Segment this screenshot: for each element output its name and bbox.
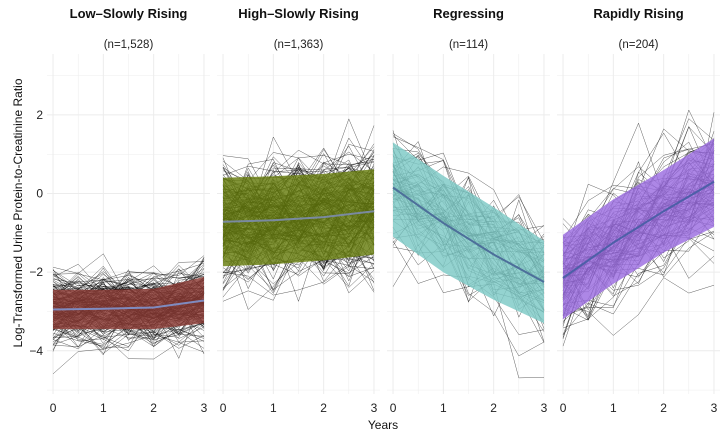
trajectory-trace bbox=[222, 252, 375, 296]
panel-title: High–Slowly Rising bbox=[238, 6, 359, 21]
x-tick-label: 2 bbox=[660, 401, 667, 415]
y-tick-label: 0 bbox=[36, 187, 43, 201]
panel-1: Low–Slowly Rising (n=1,528) 0 1 2 3 bbox=[47, 6, 210, 415]
panel-count: (n=1,528) bbox=[104, 39, 154, 51]
confidence-band bbox=[53, 276, 204, 330]
panels: Low–Slowly Rising(n=1,528)0 1 2 3High–Slowl… bbox=[47, 6, 720, 415]
confidence-band bbox=[563, 138, 714, 320]
x-tick-label: 0 bbox=[560, 401, 567, 415]
mean-trajectory-line bbox=[392, 186, 545, 283]
panel-title: Rapidly Rising bbox=[593, 6, 683, 21]
y-axis: 2 0 −2 −4 bbox=[29, 108, 43, 358]
y-axis-title: Log-Transformed Urine Protein-to-Creatin… bbox=[11, 78, 25, 347]
panel-count: (n=204) bbox=[619, 39, 659, 51]
mean-trajectory-line bbox=[562, 180, 715, 279]
confidence-band bbox=[393, 142, 544, 324]
mean-trajectory-line bbox=[52, 299, 205, 311]
x-tick-label: 0 bbox=[50, 401, 57, 415]
panel-2: High–Slowly Rising (n=1,363) 0 1 2 3 bbox=[217, 6, 380, 415]
trajectory-trace bbox=[562, 277, 715, 336]
panel-count: (n=1,363) bbox=[274, 39, 324, 51]
y-tick-label: −2 bbox=[29, 265, 43, 279]
x-tick-label: 2 bbox=[320, 401, 327, 415]
mean-trajectory-line bbox=[222, 210, 375, 223]
x-tick-label: 0 bbox=[390, 401, 397, 415]
x-tick-label: 3 bbox=[541, 401, 548, 415]
y-tick-label: −4 bbox=[29, 344, 43, 358]
y-tick-label: 2 bbox=[36, 108, 43, 122]
trajectory-trace bbox=[52, 255, 205, 300]
x-tick-label: 3 bbox=[711, 401, 718, 415]
trajectory-trace bbox=[52, 329, 205, 375]
trajectory-trace bbox=[52, 312, 205, 347]
x-tick-label: 2 bbox=[490, 401, 497, 415]
panel-title: Regressing bbox=[433, 6, 504, 21]
trajectory-trace bbox=[52, 268, 205, 333]
panel-title: Low–Slowly Rising bbox=[70, 6, 188, 21]
x-tick-label: 1 bbox=[100, 401, 107, 415]
x-axis-title: Years bbox=[368, 418, 398, 432]
x-tick-label: 1 bbox=[270, 401, 277, 415]
panel-count: (n=114) bbox=[449, 39, 488, 51]
x-tick-label: 1 bbox=[440, 401, 447, 415]
panel-4: Rapidly Rising (n=204) 0 1 2 3 bbox=[557, 6, 720, 415]
x-tick-label: 3 bbox=[201, 401, 208, 415]
panel-3: Regressing (n=114) 0 1 2 3 bbox=[387, 6, 550, 415]
trajectory-trace bbox=[222, 251, 375, 277]
x-tick-label: 3 bbox=[371, 401, 378, 415]
x-tick-label: 1 bbox=[610, 401, 617, 415]
x-tick-label: 2 bbox=[150, 401, 157, 415]
x-tick-label: 0 bbox=[220, 401, 227, 415]
